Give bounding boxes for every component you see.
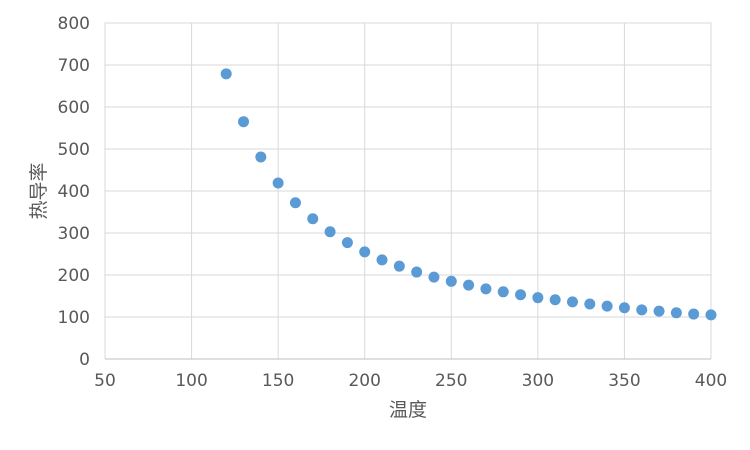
data-point <box>341 237 353 249</box>
x-axis-title: 温度 <box>389 399 427 421</box>
data-point <box>220 68 232 80</box>
data-point <box>428 271 440 283</box>
x-tick-label: 350 <box>608 371 640 391</box>
tick-labels: 0 100 200 300 400 500 600 700 800 50 100 150 200 250 3… <box>58 14 728 391</box>
data-point <box>705 309 717 321</box>
data-points <box>220 68 717 321</box>
y-tick-label: 100 <box>58 308 90 328</box>
data-point <box>324 226 336 238</box>
data-point <box>238 116 250 128</box>
x-tick-label: 100 <box>175 371 207 391</box>
data-point <box>376 254 388 266</box>
data-point <box>618 302 630 314</box>
x-tick-label: 300 <box>522 371 554 391</box>
data-point <box>272 177 284 189</box>
y-tick-label: 600 <box>58 98 90 118</box>
y-tick-label: 800 <box>58 14 90 34</box>
y-tick-label: 300 <box>58 224 90 244</box>
x-tick-label: 200 <box>348 371 380 391</box>
data-point <box>359 246 371 258</box>
data-point <box>549 294 561 306</box>
y-tick-label: 700 <box>58 56 90 76</box>
data-point <box>393 260 405 272</box>
data-point <box>307 213 319 225</box>
data-point <box>601 300 613 312</box>
data-point <box>636 304 648 316</box>
data-point <box>480 283 492 295</box>
y-tick-label: 400 <box>58 182 90 202</box>
x-tick-label: 150 <box>262 371 294 391</box>
data-point <box>688 308 700 320</box>
data-point <box>515 289 527 301</box>
data-point <box>463 279 475 291</box>
x-tick-label: 50 <box>94 371 116 391</box>
data-point <box>566 296 578 308</box>
y-tick-label: 200 <box>58 266 90 286</box>
data-point <box>411 266 423 278</box>
y-tick-label: 500 <box>58 140 90 160</box>
y-tick-label: 0 <box>79 350 90 370</box>
data-point <box>670 307 682 319</box>
data-point <box>653 305 665 317</box>
data-point <box>445 275 457 287</box>
data-point <box>255 151 267 163</box>
x-tick-label: 250 <box>435 371 467 391</box>
data-point <box>289 197 301 209</box>
x-tick-label: 400 <box>695 371 727 391</box>
data-point <box>497 286 509 298</box>
data-point <box>584 298 596 310</box>
data-point <box>532 292 544 304</box>
y-axis-title: 热导率 <box>28 162 50 219</box>
